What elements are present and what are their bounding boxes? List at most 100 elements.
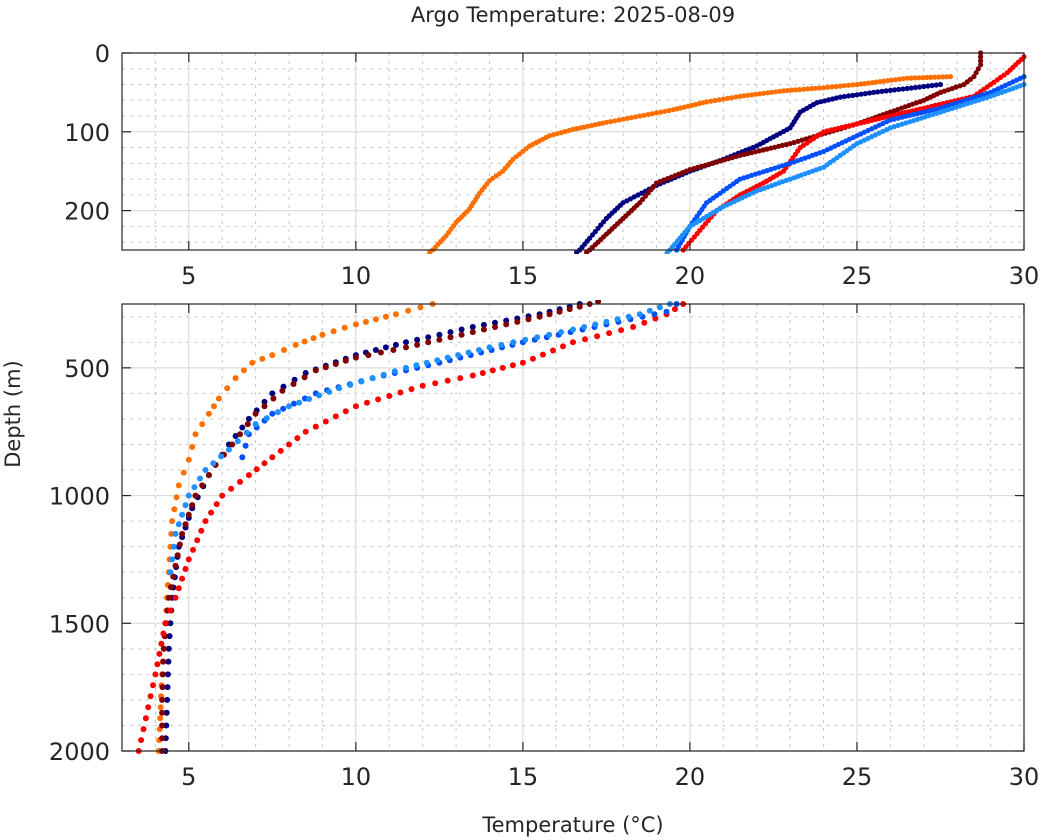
data-point xyxy=(342,357,349,364)
data-point xyxy=(182,502,189,509)
data-point xyxy=(833,95,840,101)
data-point xyxy=(566,306,573,313)
data-point xyxy=(725,156,732,162)
data-point xyxy=(253,466,260,473)
data-point xyxy=(458,331,465,338)
data-point xyxy=(550,132,557,138)
data-point xyxy=(576,303,583,310)
data-point xyxy=(737,93,743,99)
data-point xyxy=(436,336,443,343)
data-point xyxy=(964,97,971,103)
data-point xyxy=(165,594,172,601)
data-point xyxy=(947,74,954,80)
data-point xyxy=(476,347,482,353)
data-point xyxy=(358,378,365,385)
data-point xyxy=(873,79,879,85)
data-point xyxy=(961,81,967,88)
data-point xyxy=(237,478,243,485)
data-point xyxy=(301,374,308,381)
data-point xyxy=(175,585,182,592)
data-point xyxy=(269,390,276,397)
data-point xyxy=(712,97,718,104)
data-point xyxy=(417,304,424,311)
data-point xyxy=(224,385,231,392)
data-point xyxy=(645,111,651,118)
data-point xyxy=(190,546,196,553)
data-point xyxy=(914,116,921,122)
data-point xyxy=(978,62,984,68)
data-point xyxy=(322,364,329,371)
data-point xyxy=(164,696,171,703)
data-point xyxy=(372,316,379,323)
data-point xyxy=(698,163,705,169)
data-point xyxy=(427,250,433,254)
upper-ytick-labels: 0 100 200 xyxy=(64,40,110,226)
data-point xyxy=(202,518,209,525)
data-point xyxy=(392,311,399,318)
data-point xyxy=(745,92,751,98)
y-axis-title: Depth (m) xyxy=(1,360,25,467)
data-point xyxy=(152,671,159,678)
data-point xyxy=(879,88,885,94)
data-point xyxy=(179,530,186,537)
data-point xyxy=(562,128,568,135)
data-point xyxy=(603,318,610,325)
data-point xyxy=(279,387,286,394)
data-point xyxy=(821,85,827,91)
data-point xyxy=(854,81,860,88)
data-point xyxy=(169,518,176,525)
data-point xyxy=(380,371,387,378)
data-point xyxy=(182,566,189,572)
data-point xyxy=(904,75,910,81)
data-point xyxy=(280,405,287,412)
data-point xyxy=(525,316,532,323)
y-tick-label: 0 xyxy=(95,40,110,68)
data-point xyxy=(733,94,739,100)
data-point xyxy=(928,74,934,80)
data-point xyxy=(925,83,931,89)
data-point xyxy=(270,395,277,402)
data-point xyxy=(776,143,782,149)
data-point xyxy=(753,91,759,97)
data-point xyxy=(249,359,256,366)
data-point xyxy=(480,321,487,328)
data-point xyxy=(154,661,161,668)
data-point xyxy=(189,444,196,450)
data-point xyxy=(558,130,564,136)
data-point xyxy=(469,329,476,336)
data-point xyxy=(269,410,276,417)
data-point xyxy=(414,336,421,343)
data-point xyxy=(455,352,462,359)
data-point xyxy=(499,364,506,371)
data-point xyxy=(846,82,852,88)
data-point xyxy=(434,357,441,364)
data-point xyxy=(953,104,959,110)
data-point xyxy=(486,344,493,351)
data-point xyxy=(804,86,811,92)
y-tick-label: 500 xyxy=(64,355,110,383)
x-tick-label: 5 xyxy=(181,763,196,791)
x-tick-label: 25 xyxy=(842,763,873,791)
data-point xyxy=(326,388,333,395)
x-tick-label: 15 xyxy=(508,262,539,290)
data-point xyxy=(733,153,739,160)
data-point xyxy=(904,85,910,92)
data-point xyxy=(612,118,618,124)
data-point xyxy=(826,97,832,103)
data-point xyxy=(895,115,901,121)
data-point xyxy=(239,424,246,431)
data-point xyxy=(862,91,868,97)
data-point xyxy=(653,110,660,116)
data-point xyxy=(205,410,212,417)
data-point xyxy=(164,684,171,691)
data-point xyxy=(937,81,944,88)
data-point xyxy=(228,485,235,492)
data-point xyxy=(243,429,250,436)
data-point xyxy=(240,367,247,374)
data-point xyxy=(716,97,722,103)
x-tick-label: 10 xyxy=(341,763,372,791)
data-point xyxy=(392,341,399,348)
data-point xyxy=(157,715,164,722)
data-point xyxy=(185,556,192,563)
data-point xyxy=(444,377,451,384)
